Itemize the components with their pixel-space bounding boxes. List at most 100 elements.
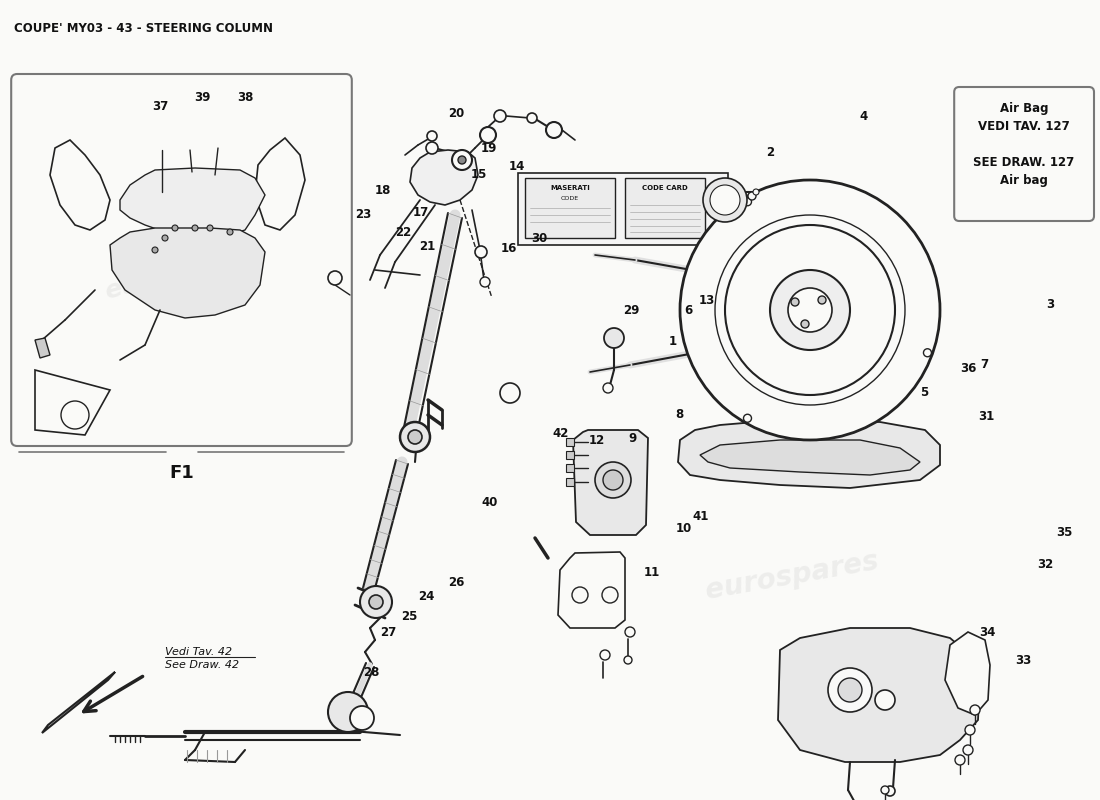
Text: CODE CARD: CODE CARD xyxy=(642,185,688,191)
Text: 36: 36 xyxy=(960,362,976,374)
Circle shape xyxy=(475,246,487,258)
FancyBboxPatch shape xyxy=(954,87,1094,221)
Text: 18: 18 xyxy=(375,184,390,197)
Text: 23: 23 xyxy=(355,208,371,221)
Text: 15: 15 xyxy=(471,168,486,181)
Circle shape xyxy=(744,198,751,206)
Text: CODE: CODE xyxy=(561,196,579,201)
Text: 33: 33 xyxy=(1015,654,1031,666)
Circle shape xyxy=(965,725,975,735)
Circle shape xyxy=(172,225,178,231)
Circle shape xyxy=(604,328,624,348)
Circle shape xyxy=(725,225,895,395)
Circle shape xyxy=(602,587,618,603)
Circle shape xyxy=(680,180,940,440)
Text: 12: 12 xyxy=(590,434,605,446)
Bar xyxy=(566,438,574,446)
Polygon shape xyxy=(778,628,980,762)
Text: 25: 25 xyxy=(402,610,417,622)
Circle shape xyxy=(791,298,799,306)
Text: 13: 13 xyxy=(700,294,715,306)
Text: 42: 42 xyxy=(553,427,569,440)
Text: 17: 17 xyxy=(414,206,429,218)
Bar xyxy=(566,451,574,459)
Text: F1: F1 xyxy=(169,464,194,482)
Circle shape xyxy=(480,127,496,143)
Bar xyxy=(625,178,705,238)
Text: Vedi Tav. 42: Vedi Tav. 42 xyxy=(165,647,232,657)
Text: 31: 31 xyxy=(979,410,994,422)
Circle shape xyxy=(600,650,610,660)
Text: A: A xyxy=(506,389,514,398)
Text: 27: 27 xyxy=(381,626,396,638)
Bar xyxy=(525,178,615,238)
Polygon shape xyxy=(678,420,940,488)
Text: 39: 39 xyxy=(195,91,210,104)
Circle shape xyxy=(227,229,233,235)
Text: 21: 21 xyxy=(419,240,435,253)
Circle shape xyxy=(527,113,537,123)
Text: Air Bag
VEDI TAV. 127

SEE DRAW. 127
Air bag: Air Bag VEDI TAV. 127 SEE DRAW. 127 Air … xyxy=(974,102,1075,187)
Circle shape xyxy=(801,320,808,328)
Circle shape xyxy=(754,189,759,195)
Text: 5: 5 xyxy=(920,386,928,398)
Bar xyxy=(566,478,574,486)
Circle shape xyxy=(924,349,932,357)
Circle shape xyxy=(426,142,438,154)
Circle shape xyxy=(162,235,168,241)
Text: 3: 3 xyxy=(1046,298,1055,310)
Text: 37: 37 xyxy=(153,100,168,113)
Text: 1: 1 xyxy=(669,335,678,348)
Circle shape xyxy=(546,122,562,138)
Circle shape xyxy=(480,277,490,287)
Text: 6: 6 xyxy=(684,304,693,317)
Circle shape xyxy=(710,185,740,215)
Circle shape xyxy=(408,430,422,444)
Circle shape xyxy=(500,383,520,403)
Text: 38: 38 xyxy=(238,91,253,104)
Text: 24: 24 xyxy=(419,590,435,602)
Polygon shape xyxy=(945,632,990,715)
Text: A: A xyxy=(882,695,888,705)
Text: 26: 26 xyxy=(449,576,464,589)
Circle shape xyxy=(874,690,895,710)
Text: 28: 28 xyxy=(364,666,380,678)
Polygon shape xyxy=(42,672,116,733)
Polygon shape xyxy=(50,140,110,230)
Text: 4: 4 xyxy=(859,110,868,122)
Text: 19: 19 xyxy=(481,142,496,154)
Text: 40: 40 xyxy=(482,496,497,509)
Text: 35: 35 xyxy=(1057,526,1072,538)
Polygon shape xyxy=(558,552,625,628)
Polygon shape xyxy=(35,338,50,358)
Text: eurospares: eurospares xyxy=(703,547,881,605)
Polygon shape xyxy=(120,168,265,240)
Circle shape xyxy=(350,706,374,730)
Text: 7: 7 xyxy=(980,358,989,370)
Circle shape xyxy=(400,422,430,452)
Circle shape xyxy=(625,627,635,637)
Text: 20: 20 xyxy=(449,107,464,120)
Circle shape xyxy=(818,296,826,304)
Circle shape xyxy=(452,150,472,170)
Text: 34: 34 xyxy=(980,626,996,638)
Circle shape xyxy=(458,156,466,164)
Text: eurospares: eurospares xyxy=(102,240,261,304)
Text: 30: 30 xyxy=(531,232,547,245)
Polygon shape xyxy=(410,150,478,205)
Bar xyxy=(518,173,728,245)
Polygon shape xyxy=(110,228,265,318)
Circle shape xyxy=(360,586,392,618)
Text: See Draw. 42: See Draw. 42 xyxy=(165,660,239,670)
Polygon shape xyxy=(35,370,110,435)
Circle shape xyxy=(744,414,751,422)
Circle shape xyxy=(328,271,342,285)
Circle shape xyxy=(828,668,872,712)
Text: 32: 32 xyxy=(1037,558,1053,570)
Circle shape xyxy=(886,786,895,796)
Circle shape xyxy=(603,383,613,393)
Circle shape xyxy=(703,178,747,222)
Circle shape xyxy=(962,745,974,755)
Circle shape xyxy=(595,462,631,498)
Text: 41: 41 xyxy=(693,510,708,522)
